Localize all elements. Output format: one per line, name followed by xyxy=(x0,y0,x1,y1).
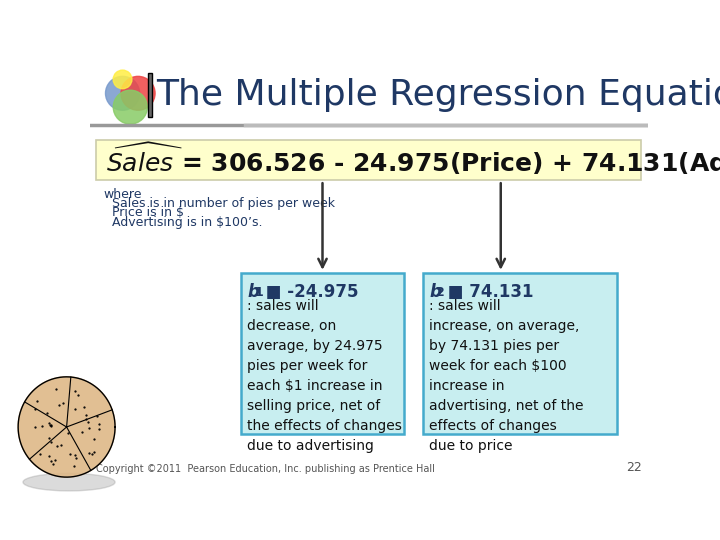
Text: 22: 22 xyxy=(626,462,642,475)
FancyBboxPatch shape xyxy=(241,273,404,434)
Text: : sales will
decrease, on
average, by 24.975
pies per week for
each $1 increase : : sales will decrease, on average, by 24… xyxy=(248,299,402,453)
FancyBboxPatch shape xyxy=(148,72,152,117)
Text: where: where xyxy=(104,188,143,201)
FancyBboxPatch shape xyxy=(423,273,617,434)
FancyBboxPatch shape xyxy=(96,140,641,180)
Ellipse shape xyxy=(23,474,115,491)
Text: ■ 74.131: ■ 74.131 xyxy=(442,284,534,301)
Text: Sales is in number of pies per week: Sales is in number of pies per week xyxy=(104,197,335,210)
Text: Copyright ©2011  Pearson Education, Inc. publishing as Prentice Hall: Copyright ©2011 Pearson Education, Inc. … xyxy=(96,464,435,475)
Text: : sales will
increase, on average,
by 74.131 pies per
week for each $100
increas: : sales will increase, on average, by 74… xyxy=(429,299,584,453)
Text: Price is in $: Price is in $ xyxy=(104,206,184,219)
Text: b: b xyxy=(248,284,259,301)
Circle shape xyxy=(113,90,148,124)
Text: ■ -24.975: ■ -24.975 xyxy=(260,284,359,301)
Text: The Multiple Regression Equation: The Multiple Regression Equation xyxy=(156,78,720,112)
Text: Advertising is in $100’s.: Advertising is in $100’s. xyxy=(104,215,263,229)
Text: 2: 2 xyxy=(436,286,445,299)
Text: 1: 1 xyxy=(254,286,263,299)
Circle shape xyxy=(113,70,132,89)
Text: b: b xyxy=(429,284,441,301)
Circle shape xyxy=(106,76,140,110)
Text: $\widehat{Sales}$ = 306.526 - 24.975(Price) + 74.131(Advertising): $\widehat{Sales}$ = 306.526 - 24.975(Pri… xyxy=(106,141,720,179)
Circle shape xyxy=(121,76,155,110)
Polygon shape xyxy=(18,377,115,477)
